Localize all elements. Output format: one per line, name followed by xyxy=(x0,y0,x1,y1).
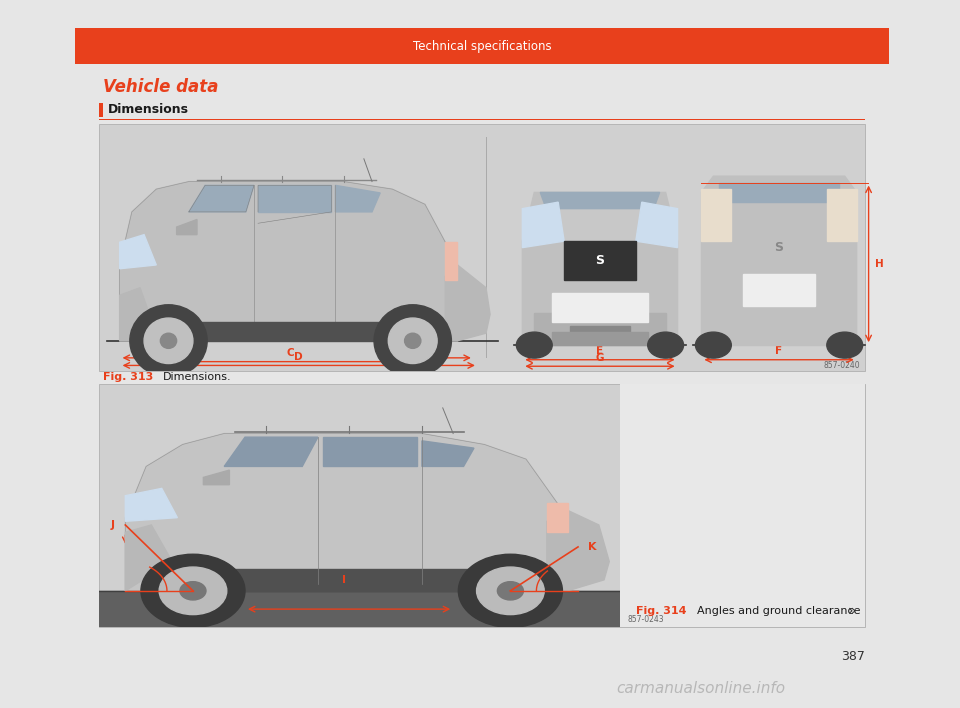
Polygon shape xyxy=(522,202,564,248)
Polygon shape xyxy=(225,437,318,467)
Text: 857-0243: 857-0243 xyxy=(628,615,664,624)
Circle shape xyxy=(160,333,177,348)
Polygon shape xyxy=(636,202,678,248)
Text: Vehicle data: Vehicle data xyxy=(104,79,219,96)
Text: Dimensions: Dimensions xyxy=(108,103,188,116)
Polygon shape xyxy=(702,189,732,241)
Circle shape xyxy=(144,318,193,363)
Text: F: F xyxy=(776,346,782,357)
Polygon shape xyxy=(258,185,331,212)
Text: C: C xyxy=(287,348,295,358)
Polygon shape xyxy=(126,433,578,590)
Polygon shape xyxy=(719,183,839,202)
Circle shape xyxy=(374,304,451,377)
Text: Dimensions.: Dimensions. xyxy=(163,372,231,382)
Circle shape xyxy=(458,554,563,627)
Polygon shape xyxy=(177,219,197,234)
Bar xyxy=(99,384,865,627)
Text: S: S xyxy=(595,254,605,267)
Text: S: S xyxy=(775,241,783,254)
Polygon shape xyxy=(827,189,856,241)
Polygon shape xyxy=(570,326,630,338)
Polygon shape xyxy=(547,503,567,532)
Circle shape xyxy=(141,554,245,627)
Text: B: B xyxy=(440,344,447,354)
Polygon shape xyxy=(335,185,380,212)
Circle shape xyxy=(388,318,437,363)
Polygon shape xyxy=(445,242,458,280)
Text: G: G xyxy=(596,353,604,363)
Text: Fig. 313: Fig. 313 xyxy=(104,372,154,382)
Polygon shape xyxy=(522,193,678,345)
Text: A: A xyxy=(140,344,148,354)
Text: »: » xyxy=(848,605,856,618)
Polygon shape xyxy=(120,287,148,341)
Text: J: J xyxy=(111,520,115,530)
Polygon shape xyxy=(120,234,156,269)
Text: I: I xyxy=(342,575,346,585)
Circle shape xyxy=(130,304,207,377)
Text: Fig. 314: Fig. 314 xyxy=(636,606,686,617)
Polygon shape xyxy=(120,181,466,341)
Bar xyxy=(619,384,865,627)
Bar xyxy=(99,125,865,371)
Text: K: K xyxy=(588,542,597,552)
Polygon shape xyxy=(204,470,229,485)
Polygon shape xyxy=(564,241,636,280)
Polygon shape xyxy=(713,322,845,345)
Bar xyxy=(75,28,889,64)
Text: 387: 387 xyxy=(841,650,865,663)
Text: Technical specifications: Technical specifications xyxy=(413,40,551,53)
Circle shape xyxy=(180,582,206,600)
Polygon shape xyxy=(422,441,474,467)
Polygon shape xyxy=(540,193,660,209)
Polygon shape xyxy=(702,176,856,345)
Text: D: D xyxy=(295,352,303,362)
Polygon shape xyxy=(126,525,172,590)
Polygon shape xyxy=(140,322,445,341)
Ellipse shape xyxy=(516,332,552,358)
Ellipse shape xyxy=(827,332,863,358)
Bar xyxy=(99,103,103,117)
Polygon shape xyxy=(743,273,815,306)
Bar xyxy=(99,590,619,627)
Ellipse shape xyxy=(648,332,684,358)
Polygon shape xyxy=(152,569,552,590)
Polygon shape xyxy=(126,489,178,521)
Circle shape xyxy=(497,582,523,600)
Polygon shape xyxy=(547,510,610,590)
Circle shape xyxy=(404,333,420,348)
Circle shape xyxy=(159,567,227,615)
Polygon shape xyxy=(324,437,417,467)
Text: Angles and ground clearance: Angles and ground clearance xyxy=(697,606,860,617)
Polygon shape xyxy=(552,332,648,345)
Circle shape xyxy=(476,567,544,615)
Polygon shape xyxy=(445,265,490,341)
Ellipse shape xyxy=(695,332,732,358)
Text: E: E xyxy=(596,346,604,357)
Polygon shape xyxy=(535,209,665,241)
Text: H: H xyxy=(875,259,883,269)
Text: carmanualsonline.info: carmanualsonline.info xyxy=(616,680,785,696)
Polygon shape xyxy=(552,293,648,322)
Text: 857-0240: 857-0240 xyxy=(824,361,860,370)
Bar xyxy=(99,119,865,120)
Polygon shape xyxy=(535,313,665,345)
Polygon shape xyxy=(189,185,254,212)
